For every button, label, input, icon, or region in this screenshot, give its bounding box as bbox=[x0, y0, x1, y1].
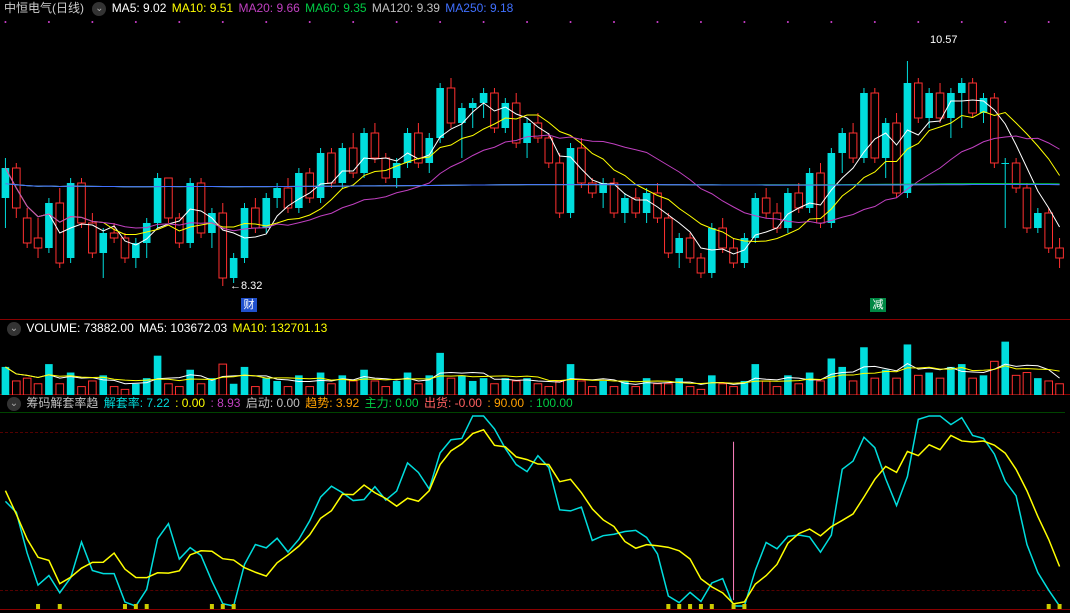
stock-title: 中恒电气(日线) bbox=[4, 1, 84, 15]
indicator-chart[interactable] bbox=[0, 412, 1070, 609]
price-high-annotation: 10.57 bbox=[930, 34, 958, 46]
volume-header: ⌄ VOLUME: 73882.00 MA5: 103672.03 MA10: … bbox=[0, 320, 1070, 337]
chevron-down-icon[interactable]: ⌄ bbox=[92, 2, 106, 16]
ind-label: 解套率: 7.22 bbox=[104, 396, 170, 410]
price-low-annotation: ←8.32 bbox=[230, 280, 262, 292]
volume-chart[interactable] bbox=[0, 337, 1070, 394]
chevron-down-icon[interactable]: ⌄ bbox=[7, 322, 21, 336]
chevron-down-icon[interactable]: ⌄ bbox=[7, 397, 21, 411]
ind-label: : 100.00 bbox=[529, 396, 572, 410]
ind-label: 趋势: 3.92 bbox=[305, 396, 359, 410]
main-header: 中恒电气(日线) ⌄ MA5: 9.02 MA10: 9.51 MA20: 9.… bbox=[0, 0, 1070, 17]
vol-label: VOLUME: 73882.00 bbox=[26, 321, 133, 335]
ma-group: MA5: 9.02 MA10: 9.51 MA20: 9.66 MA60: 9.… bbox=[112, 1, 516, 15]
ma-label: MA120: 9.39 bbox=[372, 1, 440, 15]
indicator-labels: 筹码解套率趋 解套率: 7.22 : 0.00 : 8.93 启动: 0.00 … bbox=[26, 396, 574, 410]
vol-label: MA10: 132701.13 bbox=[233, 321, 328, 335]
indicator-header: ⌄ 筹码解套率趋 解套率: 7.22 : 0.00 : 8.93 启动: 0.0… bbox=[0, 395, 1070, 412]
volume-labels: VOLUME: 73882.00 MA5: 103672.03 MA10: 13… bbox=[26, 321, 329, 335]
ind-label: : 90.00 bbox=[487, 396, 524, 410]
ma-label: MA10: 9.51 bbox=[172, 1, 233, 15]
marker-jian: 减 bbox=[870, 298, 886, 312]
vol-label: MA5: 103672.03 bbox=[139, 321, 227, 335]
ind-label: : 8.93 bbox=[210, 396, 240, 410]
ma-label: MA5: 9.02 bbox=[112, 1, 167, 15]
main-chart-panel: 中恒电气(日线) ⌄ MA5: 9.02 MA10: 9.51 MA20: 9.… bbox=[0, 0, 1070, 320]
ind-label: 出货: -0.00 bbox=[424, 396, 482, 410]
indicator-panel: ⌄ 筹码解套率趋 解套率: 7.22 : 0.00 : 8.93 启动: 0.0… bbox=[0, 395, 1070, 610]
volume-panel: ⌄ VOLUME: 73882.00 MA5: 103672.03 MA10: … bbox=[0, 320, 1070, 395]
ma-label: MA250: 9.18 bbox=[445, 1, 513, 15]
ma-label: MA20: 9.66 bbox=[238, 1, 299, 15]
ind-label: 主力: 0.00 bbox=[365, 396, 419, 410]
ind-label: 启动: 0.00 bbox=[246, 396, 300, 410]
ma-label: MA60: 9.35 bbox=[305, 1, 366, 15]
ind-label: : 0.00 bbox=[175, 396, 205, 410]
marker-cai: 财 bbox=[241, 298, 257, 312]
candlestick-chart[interactable]: 10.57 ←8.32 财 减 bbox=[0, 18, 1070, 319]
ind-label: 筹码解套率趋 bbox=[26, 396, 101, 410]
